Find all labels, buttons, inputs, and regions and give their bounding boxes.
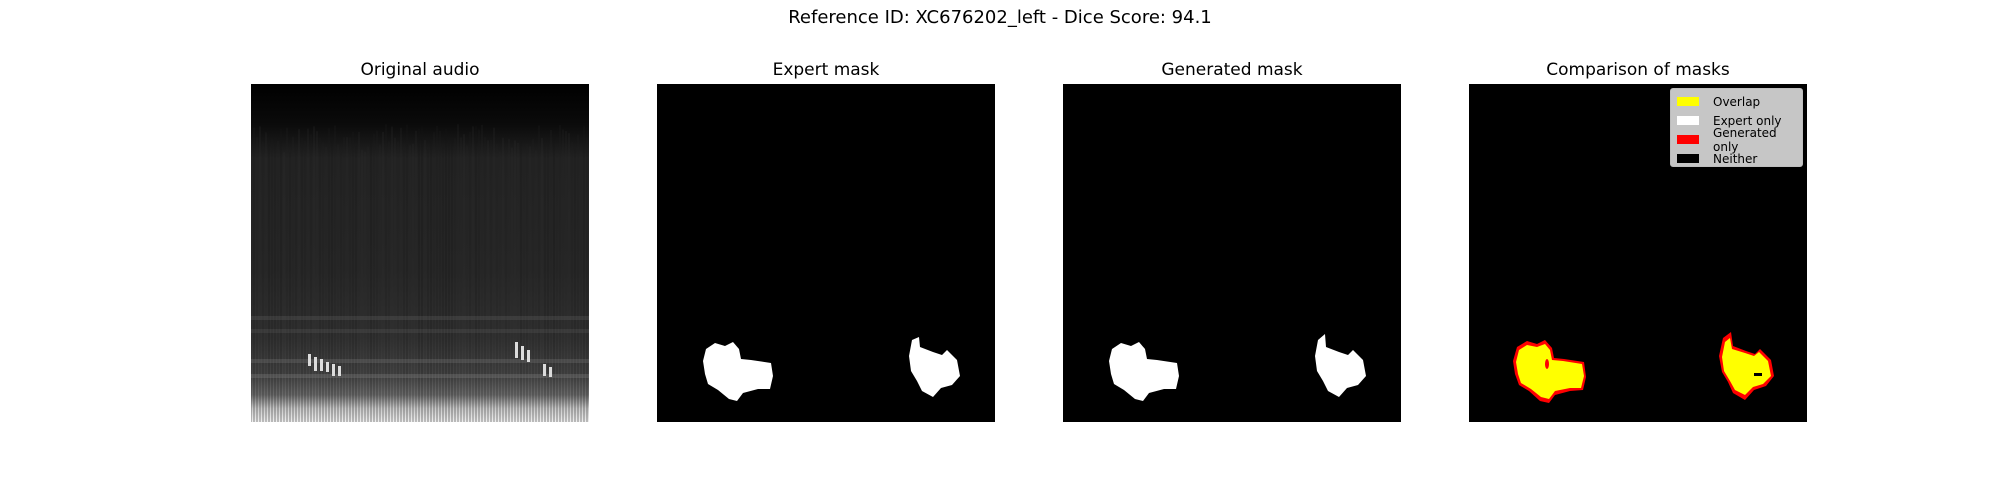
expert-mask-panel — [657, 84, 995, 422]
generated-mask-region-2 — [1315, 334, 1366, 397]
comparison-image — [1513, 332, 1774, 403]
spectrogram-call-streak — [320, 359, 323, 371]
legend-item-neither: Neither — [1677, 149, 1802, 168]
legend-swatch-neither — [1677, 154, 1699, 163]
spectrogram-call-streak — [326, 362, 329, 372]
spectrogram-call-streak — [543, 364, 546, 376]
spectrogram-image — [251, 84, 589, 422]
mask-hole — [1545, 359, 1549, 369]
legend-label-expert-only: Expert only — [1713, 113, 1782, 128]
expert-mask-region-1 — [703, 342, 773, 401]
spectrogram-band — [251, 359, 589, 363]
generated-mask-image — [1109, 334, 1366, 401]
generated-mask-region-1 — [1109, 342, 1179, 401]
spectrogram-call-streak — [549, 367, 552, 377]
generated-mask-panel — [1063, 84, 1401, 422]
spectrogram-call-streak — [308, 354, 311, 366]
legend-item-overlap: Overlap — [1677, 92, 1802, 111]
spectrogram-band — [251, 316, 589, 320]
panel-title-comparison: Comparison of masks — [1546, 60, 1730, 80]
spectrogram-call-streak — [515, 342, 518, 358]
legend: Overlap Expert only Generated only Neith… — [1670, 88, 1803, 167]
legend-label-generated-only: Generated only — [1713, 125, 1777, 154]
panel-title-expert-mask: Expert mask — [772, 60, 880, 80]
legend-label-overlap: Overlap — [1713, 94, 1761, 109]
legend-item-expert-only: Expert only — [1677, 111, 1802, 130]
legend-swatch-overlap — [1677, 97, 1699, 106]
spectrogram-call-streak — [314, 357, 317, 371]
spectrogram-band — [251, 374, 589, 378]
overlap-region-1 — [1516, 344, 1584, 399]
legend-swatch-generated-only — [1677, 135, 1699, 144]
spectrogram-call-streak — [527, 350, 530, 362]
legend-item-generated-only: Generated only — [1677, 126, 1802, 154]
expert-mask-region-2 — [909, 337, 960, 397]
spectrogram-band — [251, 329, 589, 333]
panel-title-original-audio: Original audio — [360, 60, 480, 80]
spectrogram-call-streak — [332, 364, 335, 376]
legend-label-neither: Neither — [1713, 151, 1758, 166]
expert-mask-image — [703, 337, 960, 401]
comparison-panel: Overlap Expert only Generated only Neith… — [1469, 84, 1807, 422]
spectrogram-call-streak — [338, 366, 341, 376]
figure-title: Reference ID: XC676202_left - Dice Score… — [788, 7, 1212, 28]
spectrogram-call-streak — [521, 346, 524, 360]
panel-title-generated-mask: Generated mask — [1161, 60, 1303, 80]
spectrogram-panel — [251, 84, 589, 422]
mask-notch — [1754, 373, 1762, 376]
legend-swatch-expert-only — [1677, 116, 1699, 125]
overlap-region-2 — [1722, 338, 1771, 395]
